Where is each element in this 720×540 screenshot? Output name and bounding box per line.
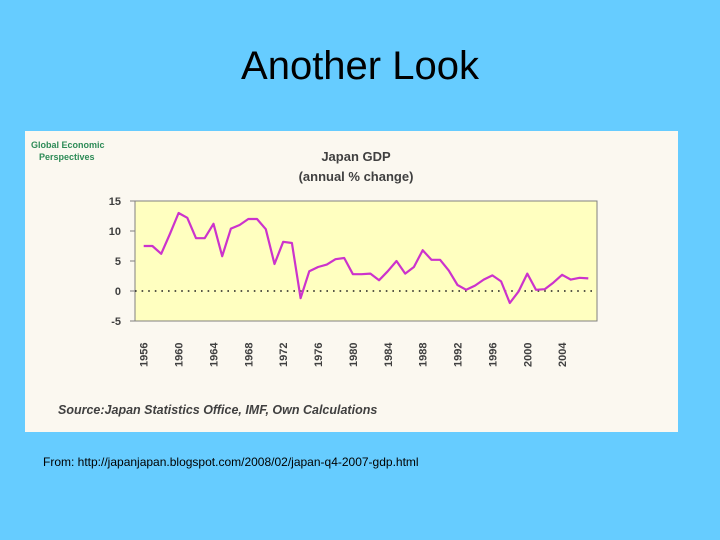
y-tick-label: 10 — [109, 226, 121, 238]
x-tick-label: 1988 — [418, 343, 430, 367]
logo-text-line2: Perspectives — [39, 152, 95, 162]
series-line — [143, 211, 589, 305]
y-tick-label: 0 — [115, 286, 121, 298]
y-tick-label: 15 — [109, 196, 121, 208]
x-tick-label: 1956 — [139, 343, 151, 367]
y-tick-label: -5 — [111, 316, 121, 328]
x-tick-label: 1984 — [383, 342, 395, 367]
x-tick-label: 2000 — [522, 343, 534, 367]
chart-title: Japan GDP — [321, 149, 391, 164]
x-tick-label: 1996 — [487, 343, 499, 367]
x-tick-label: 1960 — [174, 343, 186, 367]
x-tick-label: 2004 — [557, 342, 569, 367]
slide-title: Another Look — [241, 44, 479, 88]
plot-area — [134, 200, 598, 322]
gdp-chart: Global Economic Perspectives Japan GDP (… — [31, 140, 598, 417]
y-tick-label: 5 — [115, 256, 121, 268]
x-tick-label: 1992 — [453, 343, 465, 367]
chart-subtitle: (annual % change) — [299, 169, 414, 184]
chart-marks: 15 10 5 0 -5 1956 1960 1964 1968 1972 1976 1980 1984… — [109, 196, 597, 367]
source-caption: From: http://japanjapan.blogspot.com/200… — [43, 455, 419, 469]
x-tick-label: 1972 — [278, 343, 290, 367]
x-tick-label: 1964 — [208, 342, 220, 367]
x-tick-label: 1968 — [243, 343, 255, 367]
logo-text-line1: Global Economic — [31, 140, 105, 150]
chart-image: Global Economic Perspectives Japan GDP (… — [25, 131, 678, 432]
x-tick-label: 1980 — [348, 343, 360, 367]
x-tick-label: 1976 — [313, 343, 325, 367]
chart-source: Source:Japan Statistics Office, IMF, Own… — [58, 403, 377, 417]
